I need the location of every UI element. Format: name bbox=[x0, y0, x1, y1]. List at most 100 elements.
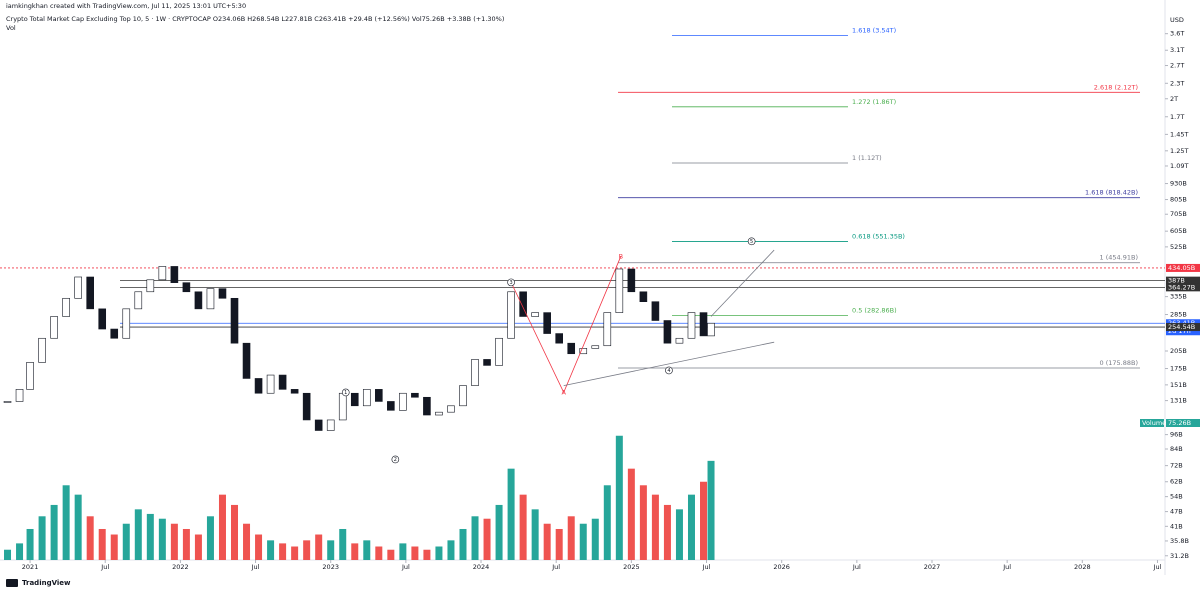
candle bbox=[206, 288, 215, 310]
volume-bar bbox=[110, 534, 118, 560]
volume-bar bbox=[411, 546, 419, 560]
volume-badge-label: 75.26B bbox=[1168, 419, 1191, 427]
x-tick-label: 2021 bbox=[22, 563, 39, 571]
candle bbox=[531, 312, 539, 317]
y-tick-label: 525B bbox=[1170, 243, 1187, 251]
volume-tick-label: 96B bbox=[1170, 431, 1183, 439]
y-tick-label: 2.7T bbox=[1170, 62, 1184, 70]
x-tick-label: 2028 bbox=[1074, 563, 1091, 571]
x-tick-label: Jul bbox=[100, 563, 109, 571]
wave-line bbox=[510, 256, 622, 394]
volume-bar bbox=[38, 516, 46, 560]
volume-bar bbox=[675, 509, 683, 560]
candle bbox=[170, 266, 179, 283]
fib-label: 0.618 (551.35B) bbox=[852, 232, 905, 240]
y-tick-label: 2.3T bbox=[1170, 79, 1184, 87]
price-badge bbox=[1166, 323, 1200, 332]
wave-circle bbox=[747, 237, 756, 246]
volume-bar bbox=[707, 460, 715, 560]
candle bbox=[158, 266, 167, 281]
price-badge bbox=[1166, 276, 1200, 285]
y-tick-label: 131B bbox=[1170, 397, 1187, 405]
fib-label: 1.618 (818.42B) bbox=[1085, 189, 1138, 197]
price-badge bbox=[1166, 263, 1200, 272]
volume-bar bbox=[170, 523, 178, 560]
price-badge-label: 364.27B bbox=[1168, 283, 1195, 291]
y-tick-label: 705B bbox=[1170, 210, 1187, 218]
volume-bar bbox=[423, 549, 431, 560]
volume-bar bbox=[194, 534, 202, 560]
volume-bar bbox=[471, 516, 479, 560]
volume-bar bbox=[86, 516, 94, 560]
x-tick-label: 2022 bbox=[172, 563, 189, 571]
fib-label: 1.272 (1.86T) bbox=[852, 98, 896, 106]
volume-bar bbox=[98, 528, 106, 560]
volume-bar bbox=[447, 540, 455, 560]
wave-circle bbox=[341, 388, 350, 397]
candle bbox=[290, 389, 299, 394]
x-tick-label: Jul bbox=[702, 563, 711, 571]
candle bbox=[471, 359, 479, 386]
fib-label: 1 (454.91B) bbox=[1100, 254, 1138, 262]
candle bbox=[254, 378, 263, 394]
candle bbox=[615, 268, 624, 313]
chart-title: Crypto Total Market Cap Excluding Top 10… bbox=[6, 15, 504, 23]
volume-bar bbox=[206, 516, 214, 560]
candle bbox=[146, 279, 155, 293]
candle bbox=[182, 282, 191, 293]
x-tick-label: 2025 bbox=[623, 563, 640, 571]
fib-label: 1 (1.12T) bbox=[852, 154, 882, 162]
brand-logo bbox=[6, 579, 18, 587]
y-tick-label: 1.25T bbox=[1170, 147, 1188, 155]
volume-bar bbox=[243, 523, 251, 560]
candle bbox=[399, 392, 407, 411]
volume-bar bbox=[363, 540, 371, 560]
volume-tick-label: 62B bbox=[1170, 478, 1183, 486]
candle bbox=[350, 392, 359, 407]
x-tick-label: Jul bbox=[251, 563, 260, 571]
wave-label: 5 bbox=[750, 239, 753, 245]
volume-bar bbox=[603, 485, 611, 560]
candle bbox=[639, 291, 648, 302]
candle bbox=[543, 312, 551, 334]
x-tick-label: Jul bbox=[1002, 563, 1011, 571]
volume-bar bbox=[399, 543, 407, 560]
candle bbox=[362, 389, 371, 407]
volume-bar bbox=[291, 546, 299, 560]
x-tick-label: 2024 bbox=[473, 563, 490, 571]
candle bbox=[699, 312, 708, 337]
volume-tick-label: 47B bbox=[1170, 508, 1183, 516]
volume-bar bbox=[218, 494, 226, 560]
y-tick-label: 1.7T bbox=[1170, 113, 1184, 121]
volume-bar bbox=[315, 534, 323, 560]
volume-bar bbox=[459, 528, 467, 560]
volume-bar bbox=[483, 518, 491, 560]
candle bbox=[447, 405, 455, 413]
candle bbox=[507, 291, 515, 339]
volume-bar bbox=[327, 540, 335, 560]
volume-tick-label: 72B bbox=[1170, 462, 1183, 470]
candle bbox=[50, 316, 58, 339]
wave-circle bbox=[507, 278, 515, 287]
volume-bar bbox=[687, 494, 695, 560]
volume-bar bbox=[555, 528, 563, 560]
candle bbox=[218, 288, 227, 299]
volume-badge bbox=[1166, 419, 1200, 427]
volume-bar bbox=[495, 504, 503, 560]
projection-arrow bbox=[710, 249, 775, 317]
brand: TradingView bbox=[22, 579, 71, 587]
candle bbox=[15, 389, 24, 402]
volume-bar bbox=[16, 543, 24, 560]
candle bbox=[98, 308, 107, 330]
candle bbox=[627, 268, 636, 293]
volume-bar bbox=[507, 468, 515, 560]
volume-bar bbox=[387, 549, 395, 560]
candle bbox=[483, 359, 491, 366]
candle bbox=[423, 396, 431, 416]
candle bbox=[26, 362, 34, 390]
candle bbox=[278, 374, 287, 390]
candle bbox=[375, 389, 383, 402]
x-tick-label: Jul bbox=[852, 563, 861, 571]
